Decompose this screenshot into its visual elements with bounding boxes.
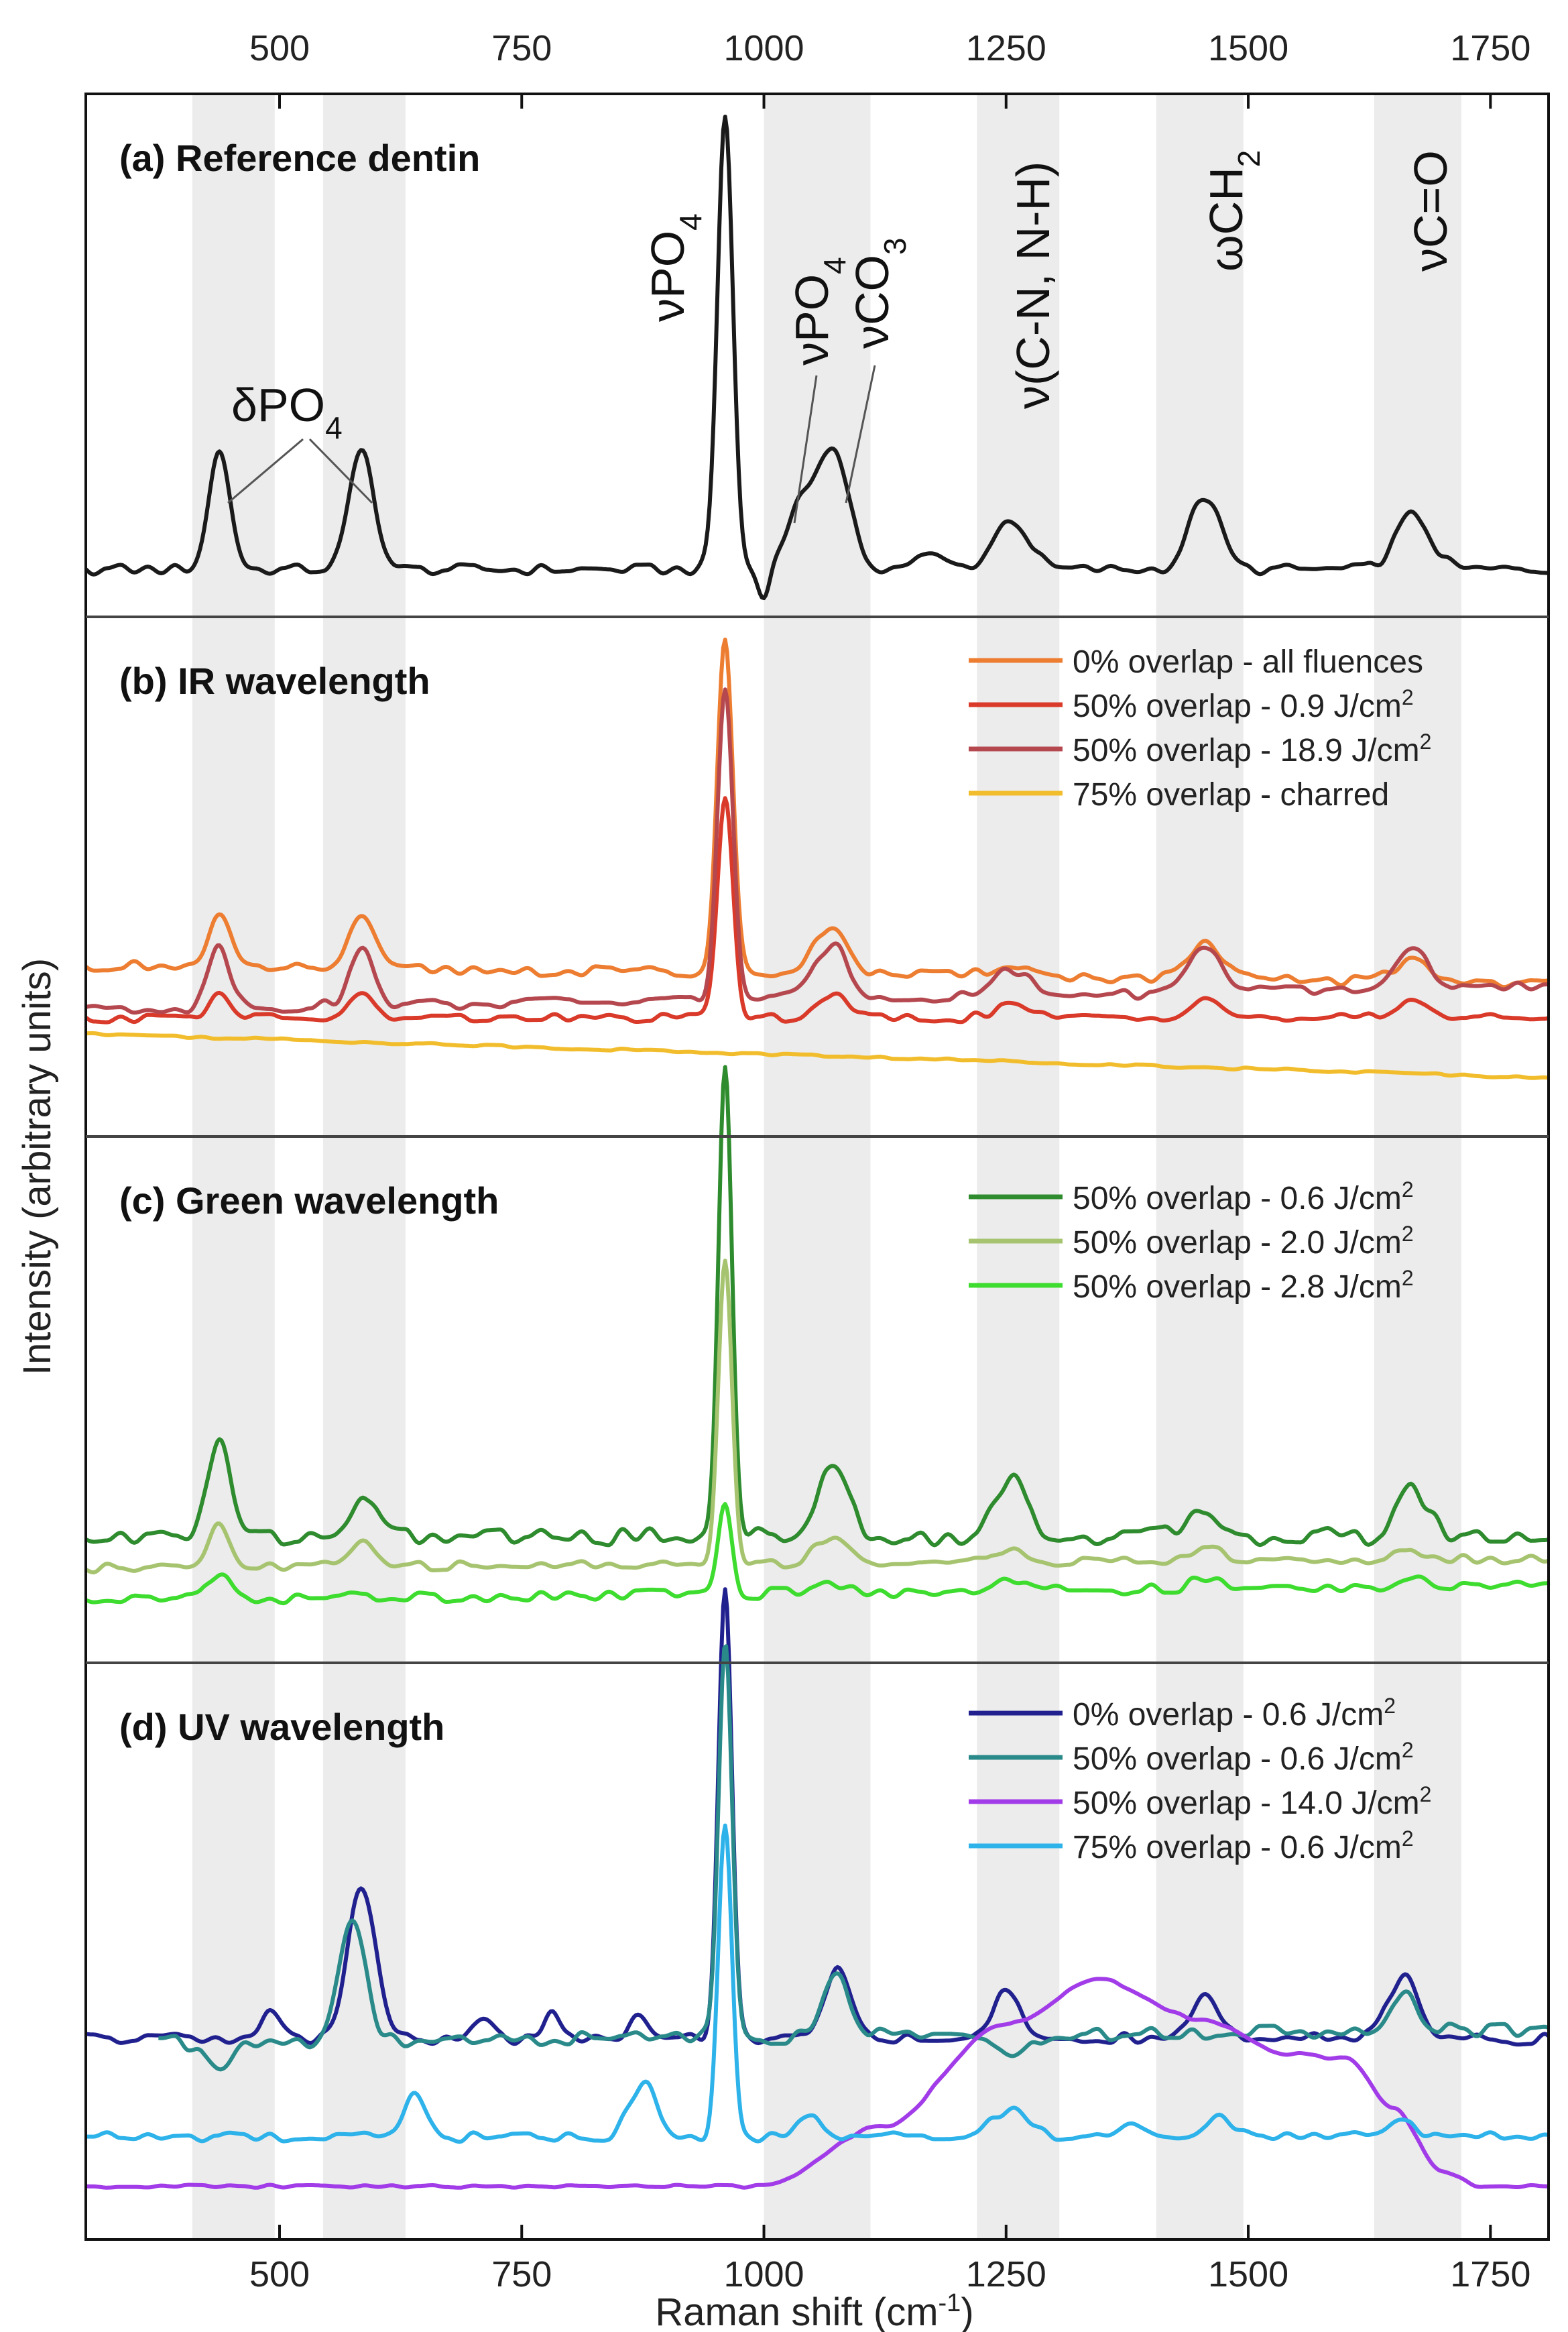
- legend-entry: 0% overlap - all fluences: [1073, 644, 1423, 680]
- annotation-label: νPO4: [786, 257, 852, 365]
- panel-b: (b) IR wavelength 0% overlap - all fluenc…: [84, 637, 1549, 1080]
- legend-entry: 0% overlap - 0.6 J/cm2: [1073, 1694, 1396, 1733]
- shaded-bands: [192, 94, 1461, 2239]
- annotation-label: νPO4: [642, 213, 708, 322]
- annotation-label: νC=O: [1404, 150, 1457, 272]
- series-line-4-4: [85, 1823, 1549, 2144]
- y-axis-title: Intensity (arbitrary units): [15, 958, 59, 1375]
- annotation-label: νCO3: [846, 237, 912, 349]
- panel-d: (d) UV wavelength 0% overlap - 0.6 J/cm2 5…: [85, 1587, 1550, 2190]
- shaded-band-5: [1374, 94, 1461, 2239]
- x-tick-label-bottom: 1250: [966, 2254, 1046, 2294]
- legend-entry: 50% overlap - 0.9 J/cm2: [1073, 685, 1414, 724]
- axis-titles: Raman shift (cm-1) Intensity (arbitrary u…: [15, 958, 974, 2332]
- shaded-band-4: [1156, 94, 1244, 2239]
- annotation-label: δPO4: [231, 379, 343, 445]
- x-tick-label-bottom: 500: [249, 2254, 310, 2294]
- legend-entry: 75% overlap - charred: [1073, 777, 1389, 813]
- panel-title: (c) Green wavelength: [119, 1179, 499, 1222]
- series-line-4-3: [85, 1977, 1549, 2190]
- legend-entry: 50% overlap - 2.0 J/cm2: [1073, 1222, 1414, 1261]
- panel-title: (d) UV wavelength: [119, 1706, 444, 1748]
- x-tick-label-top: 1000: [723, 28, 804, 68]
- legend-entry: 50% overlap - 0.6 J/cm2: [1073, 1177, 1414, 1216]
- series-line-2-2: [84, 796, 1549, 1025]
- shaded-band-0: [192, 94, 275, 2239]
- x-tick-label-bottom: 1000: [723, 2254, 804, 2294]
- plot-border: [84, 93, 1550, 2241]
- series-line-3-2: [84, 1259, 1549, 1575]
- series-line-1-1: [84, 115, 1549, 601]
- x-tick-label-top: 1750: [1450, 28, 1530, 68]
- x-tick-label-bottom: 1500: [1208, 2254, 1288, 2294]
- legend-entry: 50% overlap - 2.8 J/cm2: [1073, 1266, 1414, 1305]
- panel-title: (b) IR wavelength: [119, 660, 430, 702]
- legend-entry: 50% overlap - 18.9 J/cm2: [1073, 730, 1431, 768]
- legend-entry: 75% overlap - 0.6 J/cm2: [1073, 1826, 1414, 1865]
- series-line-3-1: [84, 1065, 1549, 1548]
- series-line-2-4: [85, 1031, 1549, 1080]
- annotation-arrow: [845, 365, 876, 504]
- annotation-arrow: [308, 438, 373, 504]
- panel-title: (a) Reference dentin: [119, 137, 480, 179]
- x-tick-label-bottom: 1750: [1450, 2254, 1530, 2294]
- x-tick-label-top: 1250: [966, 28, 1046, 68]
- annotation-label: ωCH2: [1200, 150, 1266, 272]
- annotation-arrow: [793, 375, 818, 524]
- series-line-3-3: [84, 1502, 1549, 1606]
- panel-c: (c) Green wavelength 50% overlap - 0.6 J/…: [84, 1065, 1549, 1606]
- shaded-band-2: [764, 94, 871, 2239]
- shaded-band-3: [977, 94, 1060, 2239]
- x-axis-title: Raman shift (cm-1): [655, 2289, 973, 2332]
- annotation-arrow: [227, 438, 304, 504]
- x-axis-top: 500 750 1000 1250 1500 1750: [249, 28, 1530, 109]
- x-tick-label-top: 750: [491, 28, 552, 68]
- series-line-4-2: [158, 1644, 1549, 2072]
- x-tick-label-bottom: 750: [491, 2254, 552, 2294]
- legend-entry: 50% overlap - 0.6 J/cm2: [1073, 1738, 1414, 1777]
- x-tick-label-top: 1500: [1208, 28, 1288, 68]
- plot-frame: [84, 93, 1550, 2241]
- series-line-2-3: [85, 687, 1549, 1015]
- x-tick-label-top: 500: [249, 28, 310, 68]
- series-line-2-1: [84, 637, 1549, 990]
- x-axis-bottom: 500 750 1000 1250 1500 1750: [249, 2225, 1530, 2294]
- annotation-label: ν(C-N, N-H): [1007, 162, 1059, 409]
- legend-entry: 50% overlap - 14.0 J/cm2: [1073, 1782, 1431, 1821]
